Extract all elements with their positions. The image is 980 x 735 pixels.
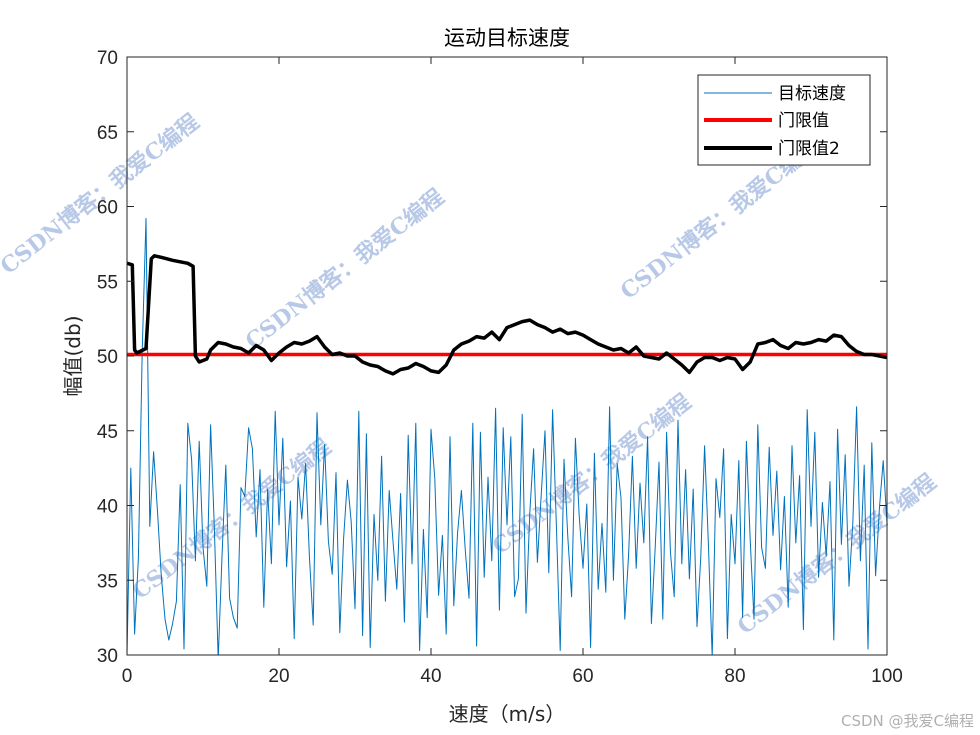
series-line-threshold2: [127, 254, 887, 376]
x-tick-label: 40: [420, 666, 441, 687]
y-axis-label: 幅值(db): [61, 316, 85, 397]
legend: 目标速度 门限值 门限值2: [697, 74, 871, 166]
y-tick-label: 35: [97, 571, 118, 592]
legend-label-threshold: 门限值: [778, 111, 829, 131]
series-line-target-speed: [127, 218, 887, 655]
series-layer: [127, 218, 887, 655]
x-tick-label: 60: [572, 666, 593, 687]
chart-title: 运动目标速度: [444, 26, 570, 50]
credit-text: CSDN @我爱C编程: [840, 712, 974, 730]
y-tick-label: 65: [97, 123, 118, 144]
x-tick-label: 80: [724, 666, 745, 687]
x-tick-label: 20: [268, 666, 289, 687]
y-tick-label: 40: [97, 497, 118, 518]
x-axis-label: 速度（m/s）: [449, 702, 566, 726]
y-tick-label: 45: [97, 422, 118, 443]
legend-label-target-speed: 目标速度: [778, 84, 846, 104]
tick-layer: 0 20 40 60 80 100 30 35 40 45 50 55 60 65 70: [97, 48, 903, 687]
x-tick-label: 100: [871, 666, 903, 687]
y-tick-label: 50: [97, 347, 118, 368]
y-tick-label: 60: [97, 198, 118, 219]
x-tick-label: 0: [122, 666, 133, 687]
y-tick-label: 30: [97, 646, 118, 667]
y-tick-label: 55: [97, 272, 118, 293]
legend-label-threshold2: 门限值2: [778, 139, 840, 159]
y-tick-label: 70: [97, 48, 118, 69]
